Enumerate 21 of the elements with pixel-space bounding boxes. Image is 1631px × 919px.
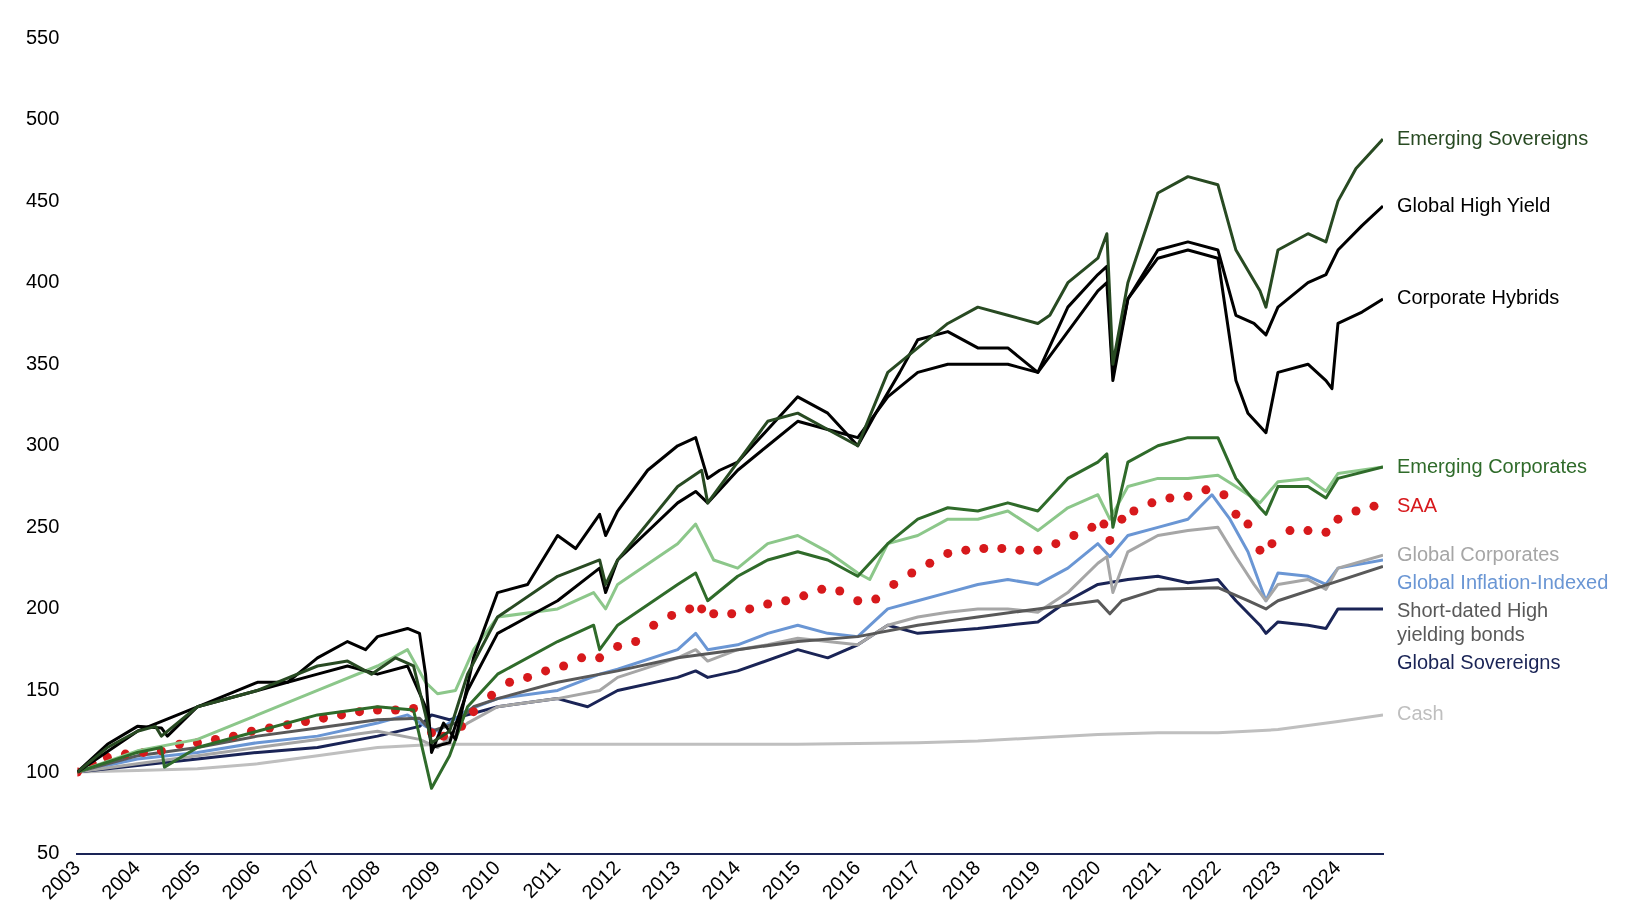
series-label: SAA [1397,493,1438,516]
series-label: Cash [1397,702,1444,725]
y-tick-label: 500 [25,107,60,130]
y-tick-label: 450 [25,188,60,211]
y-tick-label: 200 [25,596,60,619]
y-tick-label: 50 [37,841,60,864]
y-tick-label: 250 [25,514,60,537]
y-tick-label: 550 [25,25,60,48]
series-label: Corporate Hybrids [1397,286,1560,309]
series-label: Emerging Corporates [1397,454,1588,477]
series-label: Global Corporates [1397,542,1560,565]
series-label: Short-dated High yielding bonds [1397,598,1549,645]
y-tick-label: 350 [25,351,60,374]
series-label: Global High Yield [1397,193,1551,216]
series-label: Emerging Sovereigns [1397,126,1589,149]
series-label: Global Inflation-Indexed [1397,570,1609,593]
text: Global Sovereigns [1397,650,1561,673]
y-tick-label: 100 [25,759,60,782]
y-tick-label: 400 [25,270,60,293]
y-tick-label: 300 [25,433,60,456]
y-tick-label: 150 [25,677,60,700]
